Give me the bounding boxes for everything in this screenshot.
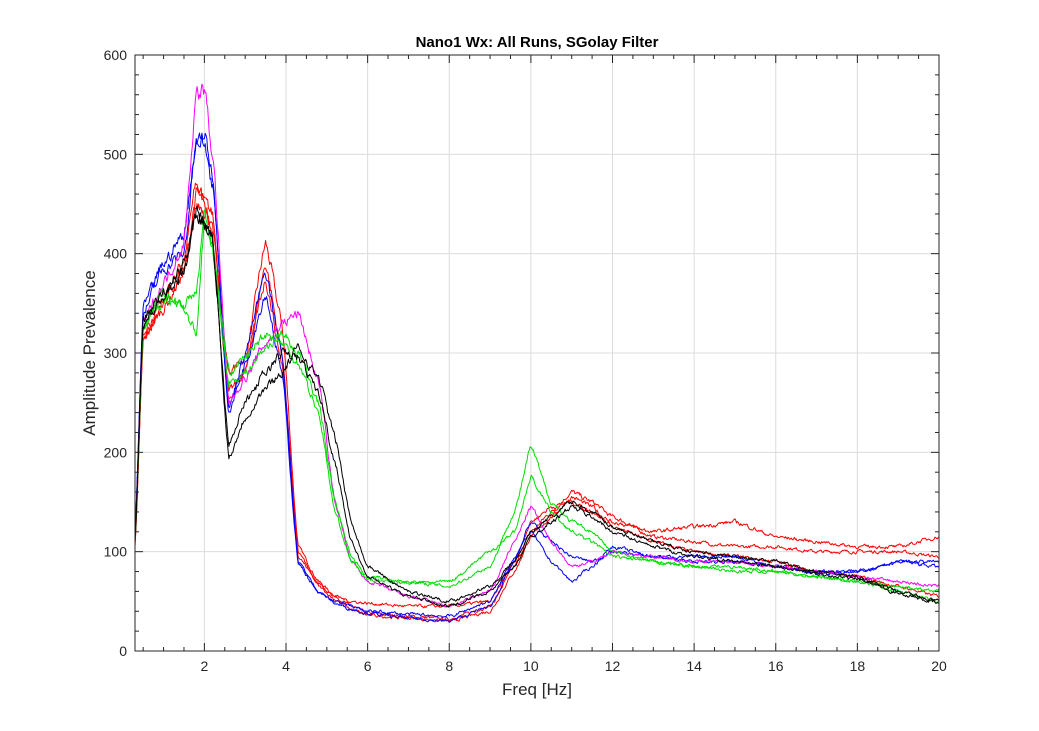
series-line-3: [134, 203, 940, 609]
y-tick-label: 100: [104, 544, 128, 560]
chart-title: Nano1 Wx: All Runs, SGolay Filter: [416, 34, 659, 51]
y-tick-label: 600: [104, 47, 128, 63]
x-tick-label: 2: [200, 658, 208, 674]
y-tick-label: 300: [104, 345, 128, 361]
x-tick-label: 12: [605, 658, 621, 674]
series-line-8: [134, 209, 940, 604]
x-tick-label: 8: [445, 658, 453, 674]
y-tick-label: 0: [119, 643, 127, 659]
series-group: [134, 83, 940, 623]
y-tick-label: 500: [104, 146, 128, 162]
x-tick-label: 6: [364, 658, 372, 674]
y-tick-label: 400: [104, 246, 128, 262]
x-axis-label: Freq [Hz]: [502, 680, 572, 699]
x-tick-label: 20: [931, 658, 947, 674]
y-tick-label: 200: [104, 444, 128, 460]
series-line-7: [134, 220, 940, 593]
x-tick-label: 4: [282, 658, 290, 674]
y-axis-label: Amplitude Prevalence: [80, 270, 99, 435]
series-line-5: [134, 135, 940, 618]
x-tick-label: 16: [768, 658, 784, 674]
series-line-10: [134, 206, 940, 608]
series-line-9: [134, 213, 940, 604]
grid: [135, 55, 939, 651]
x-tick-label: 10: [523, 658, 539, 674]
x-tick-label: 14: [686, 658, 702, 674]
x-tick-label: 18: [850, 658, 866, 674]
ticks: [135, 54, 940, 652]
series-line-2: [134, 187, 940, 623]
